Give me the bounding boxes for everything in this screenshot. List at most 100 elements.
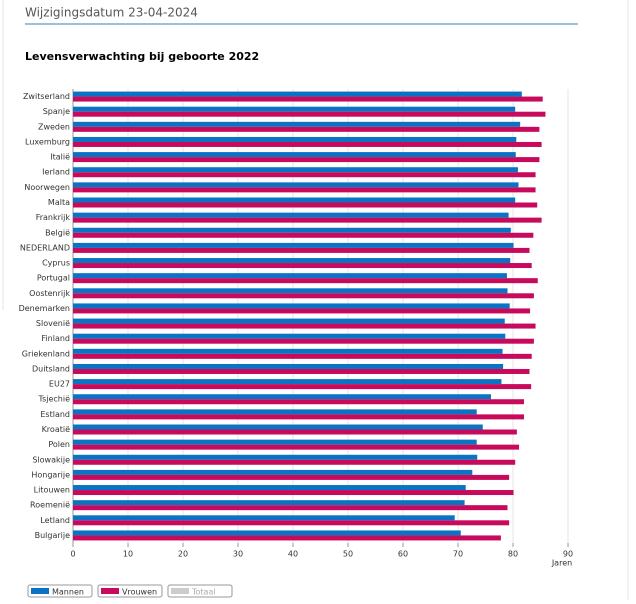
bar xyxy=(73,429,517,435)
bar xyxy=(73,242,514,248)
bar xyxy=(73,333,506,339)
bar xyxy=(73,439,477,445)
header-date: Wijzigingsdatum 23-04-2024 xyxy=(25,6,198,20)
x-tick-label: 0 xyxy=(70,550,75,559)
bar xyxy=(73,288,508,294)
bar xyxy=(73,172,536,178)
bar xyxy=(73,348,503,354)
y-tick-label: Estland xyxy=(40,410,70,419)
bar xyxy=(73,530,461,536)
y-tick-label: Finland xyxy=(41,334,70,343)
x-tick-label: 10 xyxy=(123,550,133,559)
legend-label: Mannen xyxy=(52,588,84,597)
bar xyxy=(73,363,504,369)
bar xyxy=(73,535,501,541)
bar xyxy=(73,227,511,233)
y-tick-label: Oostenrijk xyxy=(29,289,70,298)
legend-swatch xyxy=(101,588,119,594)
legend-swatch xyxy=(171,588,189,594)
x-axis-label: Jaren xyxy=(551,559,572,568)
bar xyxy=(73,91,522,97)
bar xyxy=(73,197,516,203)
bar xyxy=(73,111,546,117)
bar xyxy=(73,520,510,526)
bar xyxy=(73,515,455,521)
bar xyxy=(73,318,505,324)
y-tick-label: Duitsland xyxy=(32,364,70,373)
y-tick-label: Hongarije xyxy=(31,470,70,479)
x-tick-label: 70 xyxy=(453,550,463,559)
bar xyxy=(73,126,540,132)
y-tick-label: NEDERLAND xyxy=(20,243,70,252)
bar xyxy=(73,187,536,193)
bar xyxy=(73,258,511,264)
bar xyxy=(73,247,530,253)
bar xyxy=(73,399,524,405)
y-tick-label: Italië xyxy=(50,153,70,162)
bar xyxy=(73,167,518,173)
x-tick-label: 90 xyxy=(563,550,573,559)
bar xyxy=(73,136,517,142)
bar xyxy=(73,454,478,460)
bar xyxy=(73,96,543,102)
y-tick-label: Litouwen xyxy=(34,486,70,495)
bar xyxy=(73,182,519,188)
y-tick-label: EU27 xyxy=(49,380,70,389)
bar xyxy=(73,368,530,374)
x-tick-label: 40 xyxy=(288,550,298,559)
y-tick-label: Cyprus xyxy=(42,259,70,268)
bar xyxy=(73,308,531,314)
y-tick-label: Slowakije xyxy=(32,455,70,464)
bar xyxy=(73,323,536,329)
y-tick-label: Polen xyxy=(48,440,70,449)
bar xyxy=(73,232,534,238)
bar xyxy=(73,212,509,218)
x-tick-label: 80 xyxy=(508,550,518,559)
x-tick-label: 50 xyxy=(343,550,353,559)
bar xyxy=(73,409,477,415)
y-tick-label: Kroatië xyxy=(42,425,71,434)
bar xyxy=(73,157,540,163)
x-tick-label: 20 xyxy=(178,550,188,559)
legend-label: Totaal xyxy=(191,588,216,597)
y-tick-label: België xyxy=(45,228,70,237)
bar xyxy=(73,459,516,465)
bar xyxy=(73,106,516,112)
bar xyxy=(73,414,524,420)
y-tick-label: Zwitserland xyxy=(23,92,70,101)
bar xyxy=(73,469,473,475)
y-tick-label: Luxemburg xyxy=(25,137,70,146)
y-tick-label: Ierland xyxy=(42,168,70,177)
y-tick-label: Noorwegen xyxy=(24,183,70,192)
y-tick-label: Frankrijk xyxy=(36,213,71,222)
y-tick-label: Spanje xyxy=(43,107,70,116)
bar xyxy=(73,338,534,344)
y-tick-label: Zweden xyxy=(38,122,70,131)
bar xyxy=(73,505,508,511)
legend-label: Vrouwen xyxy=(122,588,157,597)
y-tick-label: Griekenland xyxy=(22,349,70,358)
bar xyxy=(73,293,534,299)
bar xyxy=(73,353,532,359)
bar xyxy=(73,379,502,385)
bar xyxy=(73,278,538,284)
y-tick-label: Bulgarije xyxy=(35,531,70,540)
chart-title: Levensverwachting bij geboorte 2022 xyxy=(25,50,259,63)
bar xyxy=(73,121,521,127)
y-tick-label: Slovenië xyxy=(36,319,70,328)
bar xyxy=(73,303,510,309)
bar xyxy=(73,384,532,390)
bar xyxy=(73,485,466,491)
x-tick-label: 60 xyxy=(398,550,408,559)
bar xyxy=(73,394,491,400)
y-tick-label: Tsjechië xyxy=(38,395,71,404)
y-tick-label: Portugal xyxy=(37,274,70,283)
bar xyxy=(73,424,483,430)
y-tick-label: Letland xyxy=(40,516,70,525)
y-tick-label: Denemarken xyxy=(19,304,70,313)
bar xyxy=(73,141,542,147)
bar xyxy=(73,263,532,269)
bar xyxy=(73,217,542,223)
y-tick-label: Malta xyxy=(48,198,70,207)
